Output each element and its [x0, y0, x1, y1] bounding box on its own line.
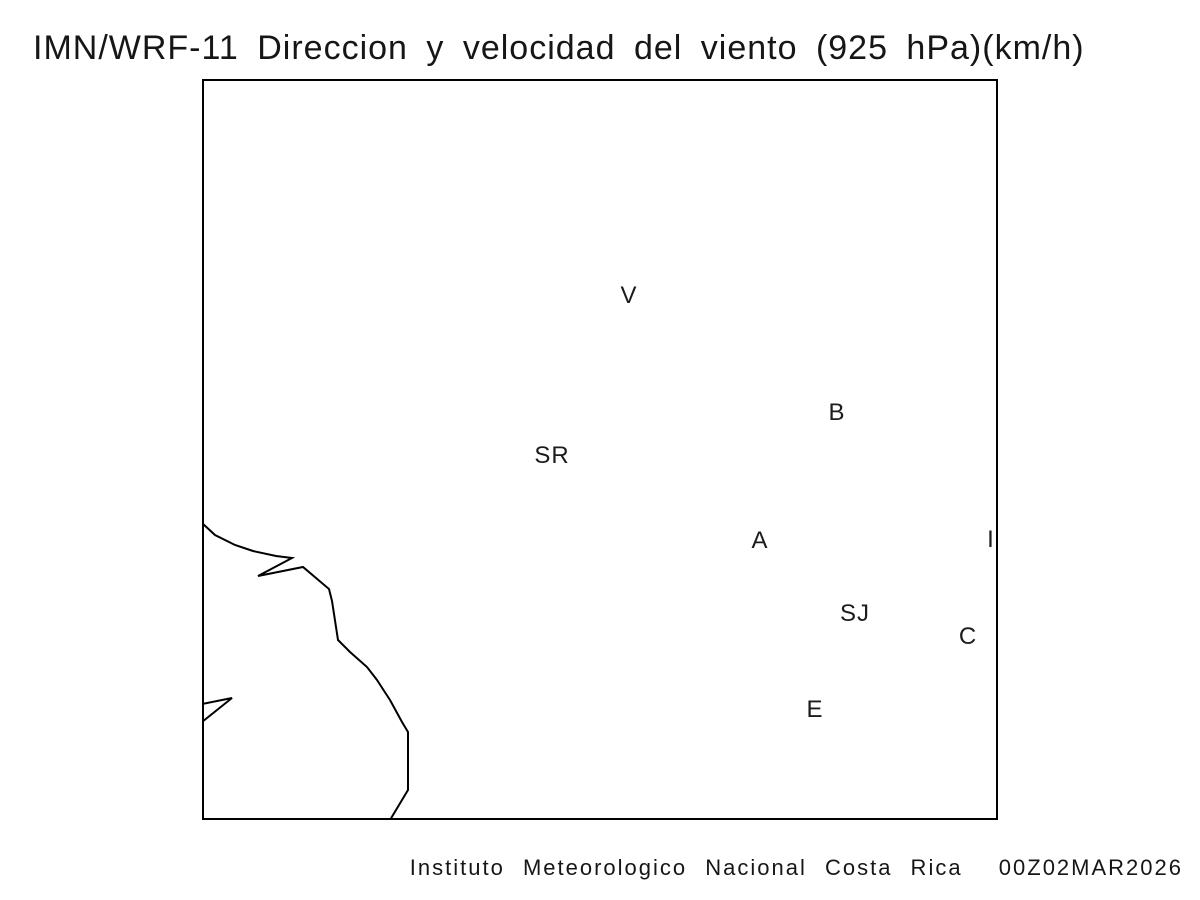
plot-footer: Instituto Meteorologico Nacional Costa R…	[409, 855, 1183, 880]
station-label-i: I	[987, 526, 995, 553]
station-label-e: E	[806, 696, 824, 723]
map-border	[202, 79, 998, 820]
station-label-b: B	[828, 399, 846, 426]
coastline-gulf-inlet	[202, 697, 233, 723]
coastline-svg	[202, 79, 998, 820]
station-label-v: V	[620, 282, 638, 309]
plot-title: IMN/WRF-11 Direccion y velocidad del vie…	[33, 29, 1085, 67]
station-label-sj: SJ	[839, 600, 871, 627]
coastline-pacific-coast	[202, 522, 409, 820]
station-label-a: A	[751, 527, 769, 554]
coastline-group	[202, 522, 409, 820]
station-label-sr: SR	[534, 442, 570, 469]
station-label-c: C	[958, 623, 978, 650]
map-frame	[202, 79, 998, 820]
